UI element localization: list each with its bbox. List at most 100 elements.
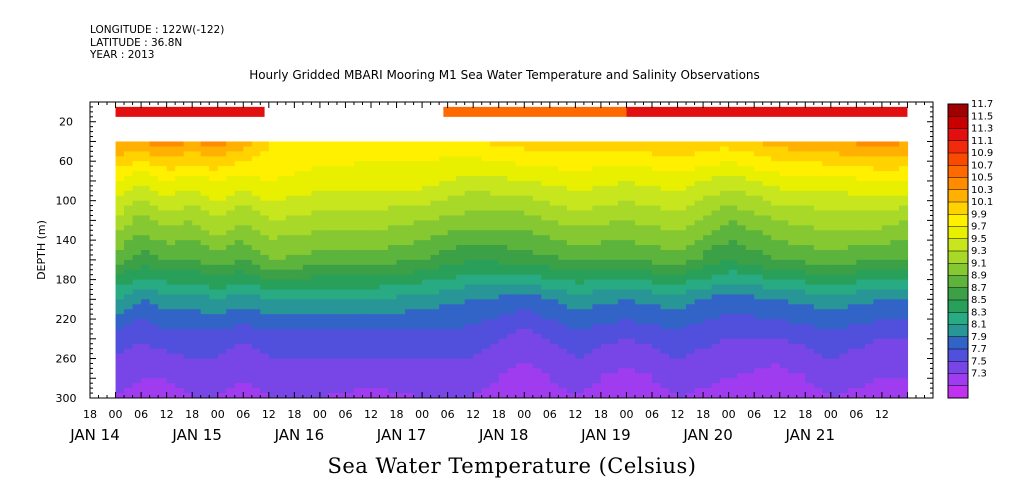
heatmap-cell <box>745 215 755 221</box>
heatmap-cell <box>149 348 159 355</box>
heatmap-cell <box>728 358 738 365</box>
heatmap-cell <box>141 328 151 335</box>
heatmap-cell <box>209 269 219 276</box>
heatmap-cell <box>345 210 355 217</box>
heatmap-cell <box>549 353 559 360</box>
heatmap-cell <box>745 210 755 217</box>
heatmap-cell <box>473 279 483 286</box>
heatmap-cell <box>745 289 755 295</box>
heatmap-cell <box>456 348 466 355</box>
heatmap-cell <box>839 294 849 300</box>
heatmap-cell <box>175 304 185 310</box>
heatmap-cell <box>864 358 874 365</box>
heatmap-cell <box>532 215 542 221</box>
heatmap-cell <box>430 383 440 389</box>
heatmap-cell <box>362 274 372 281</box>
heatmap-cell <box>669 309 679 315</box>
heatmap-cell <box>166 166 176 172</box>
heatmap-cell <box>498 185 508 192</box>
heatmap-cell <box>345 200 355 207</box>
heatmap-cell <box>456 363 466 369</box>
heatmap-cell <box>336 146 347 152</box>
heatmap-cell <box>362 338 372 345</box>
heatmap-cell <box>251 210 261 217</box>
heatmap-cell <box>669 343 679 350</box>
heatmap-cell <box>115 185 125 192</box>
heatmap-cell <box>864 338 874 345</box>
heatmap-cell <box>617 299 628 305</box>
heatmap-cell <box>524 245 534 251</box>
heatmap-cell <box>175 215 185 221</box>
heatmap-cell <box>847 161 857 167</box>
heatmap-cell <box>609 185 619 192</box>
heatmap-cell <box>847 388 857 394</box>
heatmap-cell <box>200 210 210 217</box>
heatmap-cell <box>413 299 423 305</box>
heatmap-cell <box>464 328 474 335</box>
heatmap-cell <box>379 309 389 315</box>
heatmap-cell <box>464 358 474 365</box>
heatmap-cell <box>200 304 210 310</box>
heatmap-cell <box>405 205 415 212</box>
heatmap-cell <box>822 378 832 384</box>
heatmap-cell <box>566 314 576 320</box>
heatmap-cell <box>490 368 500 374</box>
heatmap-cell <box>643 235 653 241</box>
heatmap-cell <box>583 289 593 295</box>
heatmap-cell <box>745 250 755 256</box>
heatmap-cell <box>864 210 874 217</box>
heatmap-cell <box>183 195 193 202</box>
heatmap-cell <box>881 245 892 251</box>
heatmap-cell <box>319 254 330 261</box>
heatmap-cell <box>745 353 755 360</box>
heatmap-cell <box>217 166 227 172</box>
heatmap-cell <box>762 245 772 251</box>
heatmap-cell <box>328 230 338 236</box>
heatmap-cell <box>686 230 696 236</box>
heatmap-cell <box>694 294 704 300</box>
heatmap-cell <box>737 294 747 300</box>
heatmap-cell <box>524 220 534 226</box>
heatmap-cell <box>575 205 585 212</box>
heatmap-cell <box>175 264 185 271</box>
heatmap-cell <box>124 230 134 236</box>
heatmap-cell <box>541 294 551 300</box>
heatmap-cell <box>268 240 278 246</box>
heatmap-cell <box>371 190 381 197</box>
heatmap-cell <box>251 353 261 360</box>
heatmap-cell <box>788 368 798 374</box>
heatmap-cell <box>643 254 653 261</box>
heatmap-cell <box>754 343 764 350</box>
heatmap-cell <box>873 388 883 394</box>
heatmap-cell <box>268 333 278 340</box>
heatmap-cell <box>277 215 287 221</box>
heatmap-cell <box>515 393 525 398</box>
heatmap-cell <box>124 328 134 335</box>
heatmap-cell <box>592 348 602 355</box>
heatmap-cell <box>388 274 398 281</box>
heatmap-cell <box>847 333 857 340</box>
heatmap-cell <box>158 338 168 345</box>
heatmap-cell <box>149 363 159 369</box>
heatmap-cell <box>609 383 619 389</box>
heatmap-cell <box>422 205 432 212</box>
heatmap-cell <box>430 250 440 256</box>
heatmap-cell <box>353 166 364 172</box>
heatmap-cell <box>652 264 662 271</box>
heatmap-cell <box>762 269 772 276</box>
heatmap-cell <box>132 269 142 276</box>
heatmap-cell <box>558 166 568 172</box>
heatmap-cell <box>285 319 295 325</box>
heatmap-cell <box>115 151 125 157</box>
heatmap-cell <box>864 383 874 389</box>
heatmap-cell <box>694 225 704 231</box>
heatmap-cell <box>617 141 628 147</box>
heatmap-cell <box>592 363 602 369</box>
heatmap-cell <box>575 368 585 374</box>
heatmap-cell <box>583 230 593 236</box>
heatmap-cell <box>805 373 815 379</box>
heatmap-cell <box>302 363 312 369</box>
heatmap-cell <box>728 161 738 167</box>
heatmap-cell <box>149 299 159 305</box>
heatmap-cell <box>141 304 151 310</box>
